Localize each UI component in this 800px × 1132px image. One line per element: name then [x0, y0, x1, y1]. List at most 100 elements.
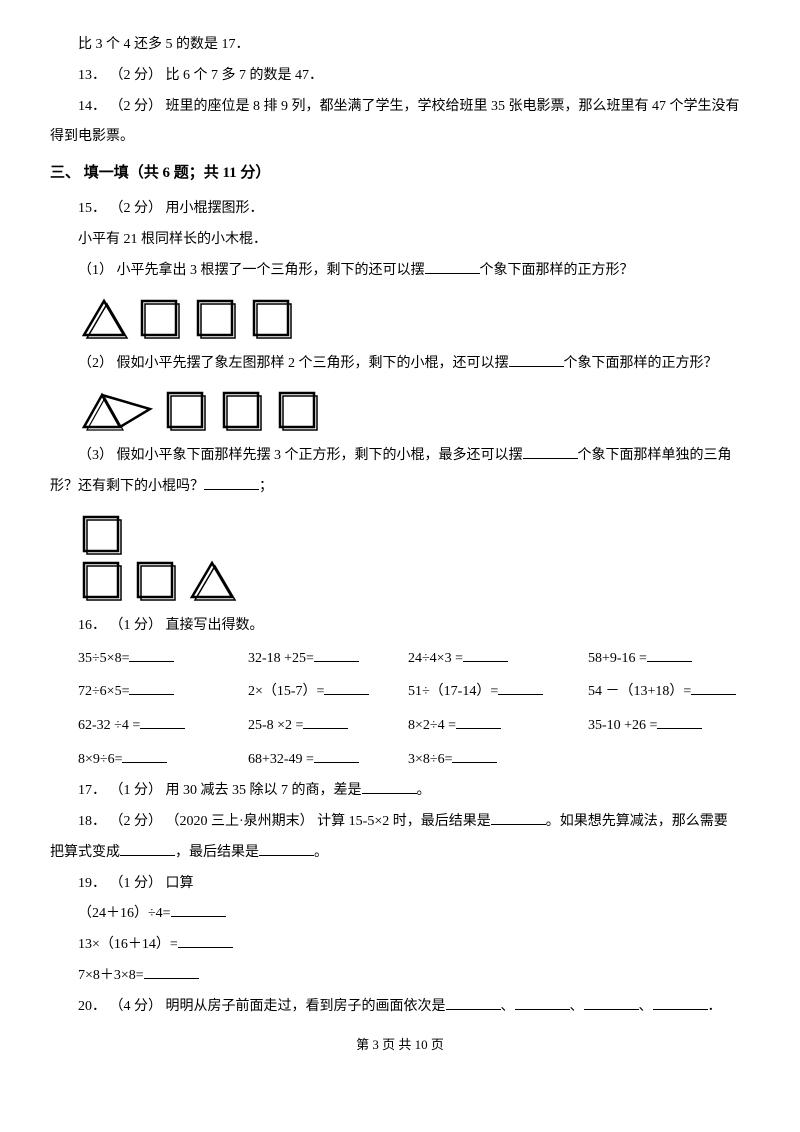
q19-l3-text: 7×8＋3×8=: [78, 968, 144, 983]
shapes-block-3: [78, 511, 750, 603]
q18-line1: 18． （2 分） （2020 三上·泉州期末） 计算 15-5×2 时，最后结…: [50, 807, 750, 838]
blank: [129, 648, 174, 662]
square-icon: [192, 295, 242, 341]
calc: 35-10 +26 =: [588, 718, 657, 733]
blank: [122, 749, 167, 763]
square-icon: [78, 557, 128, 603]
q18d: ，最后结果是: [175, 845, 259, 860]
q18a: 18． （2 分） （2020 三上·泉州期末） 计算 15-5×2 时，最后结…: [78, 814, 491, 829]
q19-l1-text: （24＋16）÷4=: [78, 906, 171, 921]
blank: [362, 780, 417, 794]
calc: 62-32 ÷4 =: [78, 718, 140, 733]
q17b: 。: [417, 783, 431, 798]
square-icon: [274, 387, 324, 433]
calc-row: 72÷6×5= 2×（15-7）= 51÷（17-14）= 54 －（13+18…: [78, 675, 750, 709]
square-icon: [218, 387, 268, 433]
q18e: 。: [314, 845, 328, 860]
calc: 51÷（17-14）=: [408, 684, 498, 699]
blank: [647, 648, 692, 662]
blank: [584, 996, 639, 1010]
blank: [446, 996, 501, 1010]
q18-line2: 把算式变成，最后结果是。: [50, 838, 750, 869]
page-footer: 第 3 页 共 10 页: [50, 1031, 750, 1060]
q15-p1: （1） 小平先拿出 3 根摆了一个三角形，剩下的还可以摆 个象下面那样的正方形？: [50, 256, 750, 287]
square-icon: [248, 295, 298, 341]
q19-l1: （24＋16）÷4=: [50, 899, 750, 930]
blank: [324, 681, 369, 695]
q19-l2: 13×（16＋14）=: [50, 930, 750, 961]
blank: [314, 648, 359, 662]
square-icon: [136, 295, 186, 341]
q17: 17． （1 分） 用 30 减去 35 除以 7 的商，差是 。: [50, 776, 750, 807]
calc: 68+32-49 =: [248, 752, 314, 767]
blank: [491, 811, 546, 825]
blank: [140, 715, 185, 729]
calc: 3×8÷6=: [408, 752, 452, 767]
calc: 25-8 ×2 =: [248, 718, 303, 733]
triangle-icon: [186, 557, 238, 603]
q15-line2: 小平有 21 根同样长的小木棍．: [50, 225, 750, 256]
q19-head: 19． （1 分） 口算: [50, 869, 750, 900]
blank: [691, 681, 736, 695]
calc: 72÷6×5=: [78, 684, 129, 699]
q15-p2: （2） 假如小平先摆了象左图那样 2 个三角形，剩下的小棍，还可以摆 个象下面那样…: [50, 349, 750, 380]
blank: [259, 842, 314, 856]
triangle-icon: [78, 295, 130, 341]
calc: 35÷5×8=: [78, 651, 129, 666]
calc: 8×2÷4 =: [408, 718, 456, 733]
blank: [314, 749, 359, 763]
q20a: 20． （4 分） 明明从房子前面走过，看到房子的画面依次是: [78, 999, 446, 1014]
calc: 54 －（13+18）=: [588, 684, 691, 699]
calc: 32-18 +25=: [248, 651, 314, 666]
sep: 、: [570, 999, 584, 1014]
q15-p3c: 形？还有剩下的小棍吗？: [50, 479, 204, 494]
calc: 2×（15-7）=: [248, 684, 324, 699]
q15-p3a: （3） 假如小平象下面那样先摆 3 个正方形，剩下的小棍，最多还可以摆: [78, 448, 523, 463]
q14b: 得到电影票。: [50, 122, 750, 153]
q15-p3-line2: 形？还有剩下的小棍吗？ ；: [50, 472, 750, 503]
blank: [171, 903, 226, 917]
blank: [657, 715, 702, 729]
square-icon: [162, 387, 212, 433]
q20end: ．: [708, 999, 722, 1014]
calc-row: 62-32 ÷4 = 25-8 ×2 = 8×2÷4 = 35-10 +26 =: [78, 709, 750, 743]
q15-p1b: 个象下面那样的正方形？: [480, 263, 634, 278]
q20: 20． （4 分） 明明从房子前面走过，看到房子的画面依次是 、 、 、 ．: [50, 992, 750, 1023]
calc-row: 35÷5×8= 32-18 +25= 24÷4×3 = 58+9-16 =: [78, 642, 750, 676]
blank: [523, 445, 578, 459]
blank: [129, 681, 174, 695]
q14a: 14． （2 分） 班里的座位是 8 排 9 列，都坐满了学生，学校给班里 35…: [50, 92, 750, 123]
calc: 58+9-16 =: [588, 651, 647, 666]
blank: [498, 681, 543, 695]
blank: [653, 996, 708, 1010]
blank: [456, 715, 501, 729]
q18b: 。如果想先算减法，那么需要: [546, 814, 728, 829]
sep: 、: [639, 999, 653, 1014]
intro-line-a: 比 3 个 4 还多 5 的数是 17．: [50, 30, 750, 61]
blank: [452, 749, 497, 763]
calc: 8×9÷6=: [78, 752, 122, 767]
calc: 24÷4×3 =: [408, 651, 463, 666]
square-icon: [78, 511, 128, 557]
blank: [515, 996, 570, 1010]
double-triangle-icon: [78, 387, 156, 433]
q19-l2-text: 13×（16＋14）=: [78, 937, 178, 952]
q16-head: 16． （1 分） 直接写出得数。: [50, 611, 750, 642]
q15-p2a: （2） 假如小平先摆了象左图那样 2 个三角形，剩下的小棍，还可以摆: [78, 356, 509, 371]
calc-row: 8×9÷6= 68+32-49 = 3×8÷6=: [78, 743, 750, 777]
q15-p3b: 个象下面那样单独的三角: [578, 448, 732, 463]
q15-p3d: ；: [259, 479, 273, 494]
sep: 、: [501, 999, 515, 1014]
blank: [120, 842, 175, 856]
q15-p2b: 个象下面那样的正方形？: [564, 356, 718, 371]
q15-p1a: （1） 小平先拿出 3 根摆了一个三角形，剩下的还可以摆: [78, 263, 425, 278]
blank: [204, 476, 259, 490]
q13: 13． （2 分） 比 6 个 7 多 7 的数是 47．: [50, 61, 750, 92]
q19-l3: 7×8＋3×8=: [50, 961, 750, 992]
blank: [425, 260, 480, 274]
q17a: 17． （1 分） 用 30 减去 35 除以 7 的商，差是: [78, 783, 362, 798]
q15-p3: （3） 假如小平象下面那样先摆 3 个正方形，剩下的小棍，最多还可以摆 个象下面那…: [50, 441, 750, 472]
blank: [303, 715, 348, 729]
shapes-row-1: [78, 295, 750, 341]
square-icon: [132, 557, 182, 603]
